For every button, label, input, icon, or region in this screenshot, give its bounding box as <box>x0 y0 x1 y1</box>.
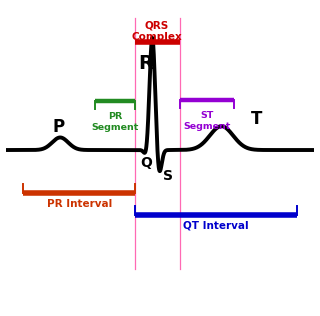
Text: ST
Segment: ST Segment <box>183 111 230 131</box>
Text: QRS
Complex: QRS Complex <box>132 20 182 42</box>
Text: PR Interval: PR Interval <box>47 199 112 209</box>
Text: R: R <box>139 54 154 73</box>
Text: QT Interval: QT Interval <box>183 221 249 231</box>
Text: P: P <box>52 118 65 136</box>
Text: T: T <box>251 110 262 128</box>
Text: PR
Segment: PR Segment <box>92 112 139 132</box>
Text: Q: Q <box>140 155 152 170</box>
Text: S: S <box>163 169 173 183</box>
